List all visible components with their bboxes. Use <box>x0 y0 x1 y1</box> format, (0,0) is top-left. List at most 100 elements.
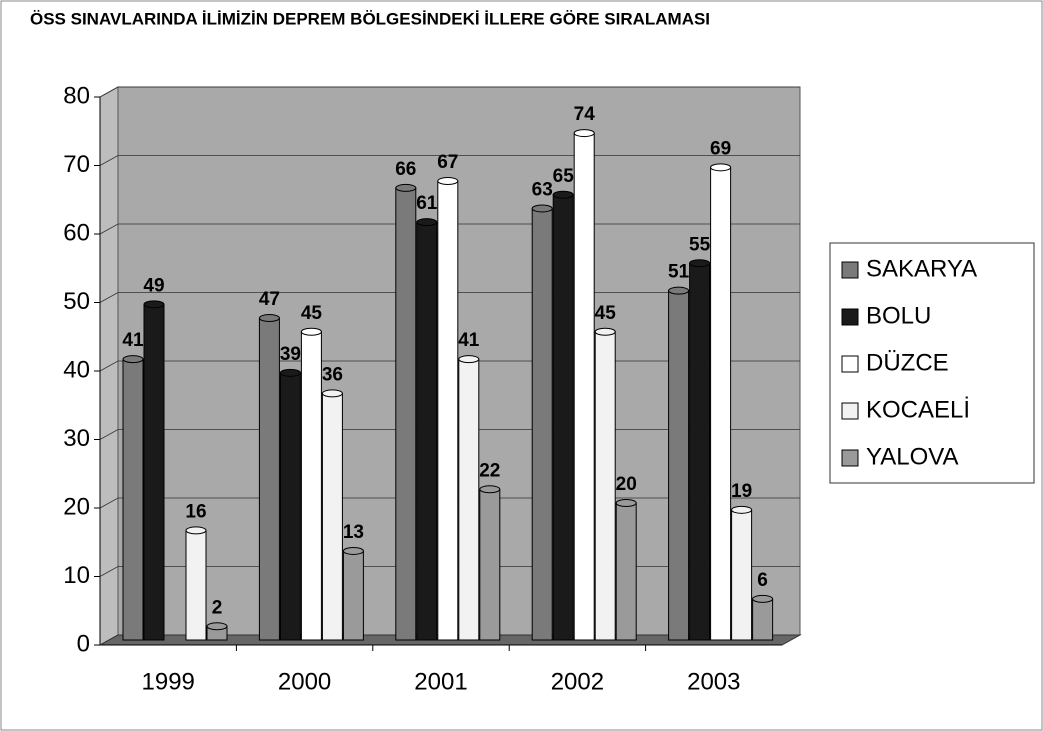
chart-title: ÖSS SINAVLARINDA İLİMİZİN DEPREM BÖLGESİ… <box>30 9 710 28</box>
bar <box>752 598 774 641</box>
bar-top <box>594 327 616 336</box>
legend-label: BOLU <box>866 302 931 329</box>
y-tick-label: 0 <box>77 630 90 657</box>
data-label: 63 <box>532 179 553 200</box>
bar-top <box>185 526 207 535</box>
legend-swatch <box>841 261 859 279</box>
data-label: 39 <box>280 344 301 365</box>
legend-swatch <box>841 355 859 373</box>
bar-top <box>279 368 301 377</box>
y-tick-label: 60 <box>63 219 90 246</box>
bar-top <box>573 129 595 138</box>
data-label: 45 <box>301 303 323 324</box>
bar <box>458 358 480 641</box>
bar-top <box>143 300 165 309</box>
bar <box>615 502 637 641</box>
data-label: 66 <box>395 159 416 180</box>
bar-top <box>668 286 690 295</box>
bar-top <box>458 355 480 364</box>
data-label: 51 <box>668 262 690 283</box>
bar <box>668 290 690 641</box>
y-tick-label: 50 <box>63 288 90 315</box>
bar-top <box>395 183 417 192</box>
bar-top <box>342 546 364 555</box>
bar-top <box>122 355 144 364</box>
bar <box>552 194 574 641</box>
x-tick-label: 2000 <box>278 668 331 695</box>
data-label: 74 <box>574 104 596 125</box>
legend-label: DÜZCE <box>866 349 949 376</box>
data-label: 6 <box>757 570 768 591</box>
data-label: 36 <box>322 364 343 385</box>
y-tick-label: 40 <box>63 356 90 383</box>
bar-top <box>258 314 280 323</box>
bar-top <box>321 389 343 398</box>
legend-swatch <box>841 449 859 467</box>
data-label: 45 <box>595 303 617 324</box>
bar-top <box>731 505 753 514</box>
x-tick-label: 2003 <box>687 668 740 695</box>
y-tick-label: 70 <box>63 151 90 178</box>
bar-top <box>479 485 501 494</box>
data-label: 20 <box>616 474 637 495</box>
data-label: 19 <box>731 481 752 502</box>
bar-top <box>689 259 711 268</box>
data-label: 13 <box>343 522 364 543</box>
data-label: 16 <box>185 501 206 522</box>
bar-top <box>531 204 553 213</box>
data-label: 41 <box>122 330 144 351</box>
bar <box>479 488 501 641</box>
data-label: 41 <box>458 330 480 351</box>
data-label: 47 <box>259 289 280 310</box>
bar <box>573 132 595 641</box>
bar-top <box>752 594 774 603</box>
y-tick-label: 10 <box>63 562 90 589</box>
bar <box>258 317 280 641</box>
data-label: 65 <box>553 166 575 187</box>
y-tick-label: 20 <box>63 493 90 520</box>
bar <box>122 358 144 641</box>
bar <box>185 529 207 641</box>
bar <box>531 207 553 641</box>
bar <box>395 187 417 641</box>
bar-top <box>416 218 438 227</box>
bar-top <box>710 163 732 172</box>
x-tick-label: 2002 <box>551 668 604 695</box>
y-tick-label: 30 <box>63 425 90 452</box>
bar <box>731 509 753 641</box>
bar-top <box>552 190 574 199</box>
bar <box>416 221 438 641</box>
bar <box>300 331 322 641</box>
legend-swatch <box>841 402 859 420</box>
y-tick-label: 80 <box>63 82 90 109</box>
bar <box>342 550 364 641</box>
legend-label: KOCAELİ <box>866 396 970 423</box>
bar <box>710 166 732 641</box>
data-label: 49 <box>143 275 164 296</box>
bar-top <box>206 622 228 631</box>
bar-top <box>437 177 459 186</box>
data-label: 2 <box>212 597 223 618</box>
x-tick-label: 1999 <box>142 668 195 695</box>
data-label: 55 <box>689 234 711 255</box>
bar <box>437 180 459 641</box>
legend-label: SAKARYA <box>866 255 977 282</box>
bar <box>689 262 711 641</box>
bar <box>279 372 301 641</box>
legend-swatch <box>841 308 859 326</box>
bar <box>321 392 343 641</box>
grid-line <box>99 86 800 98</box>
bar <box>594 331 616 641</box>
bar-top <box>615 499 637 507</box>
legend-label: YALOVA <box>866 443 958 470</box>
data-label: 69 <box>710 138 731 159</box>
bar-top <box>300 327 322 336</box>
data-label: 22 <box>479 460 500 481</box>
data-label: 61 <box>416 193 438 214</box>
bar <box>143 303 165 641</box>
data-label: 67 <box>437 152 458 173</box>
legend-box <box>829 242 1035 484</box>
x-tick-label: 2001 <box>414 668 467 695</box>
grid-line <box>99 155 800 166</box>
